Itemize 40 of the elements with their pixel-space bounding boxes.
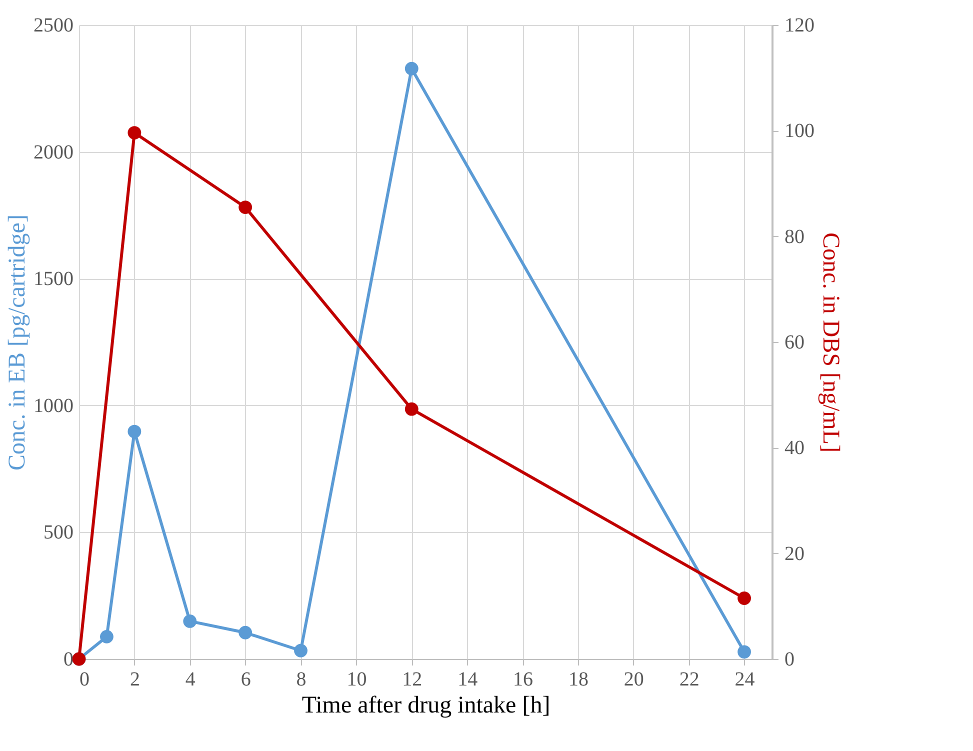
y2-tick-label: 120: [784, 14, 814, 36]
x-tick-label: 22: [679, 668, 700, 690]
y2-tick-label: 0: [784, 648, 794, 670]
x-tick-label: 8: [296, 668, 306, 690]
y-tick-label: 0: [64, 648, 74, 670]
y-axis-title: Conc. in EB [pg/cartridge]: [4, 214, 30, 470]
point: [238, 200, 252, 214]
y-tick-label: 500: [44, 522, 74, 544]
point: [294, 644, 308, 658]
x-axis-title: Time after drug intake [h]: [302, 692, 550, 718]
y2-tick-label: 40: [784, 437, 804, 460]
x-tick-label: 10: [346, 668, 367, 690]
x-tick-label: 0: [80, 668, 90, 690]
x-tick-label: 12: [402, 668, 422, 690]
y2-tick-label: 100: [784, 120, 814, 142]
point: [100, 630, 114, 644]
point: [128, 126, 142, 140]
y-tick-label: 2500: [34, 14, 74, 36]
y2-tick-label: 80: [784, 226, 804, 248]
y-tick-label: 1500: [34, 268, 74, 290]
y2-tick-label: 20: [784, 542, 804, 565]
x-tick-label: 14: [458, 668, 478, 690]
y-tick-label: 2000: [34, 141, 74, 164]
point: [128, 424, 142, 438]
y-tick-label: 1000: [34, 394, 74, 417]
x-tick-label: 2: [130, 668, 140, 690]
point: [183, 614, 197, 628]
x-tick-label: 18: [568, 668, 588, 690]
point: [404, 62, 418, 76]
point: [238, 626, 252, 640]
x-tick-label: 20: [624, 668, 644, 690]
point: [404, 402, 418, 416]
x-tick-label: 4: [185, 668, 196, 690]
y2-axis-title: Conc. in DBS [ng/mL]: [818, 232, 844, 452]
x-tick-label: 24: [734, 668, 755, 690]
point: [738, 645, 751, 659]
x-tick-label: 6: [240, 668, 251, 690]
x-tick-label: 16: [513, 668, 534, 690]
point: [738, 592, 751, 605]
y2-tick-label: 60: [784, 332, 804, 354]
